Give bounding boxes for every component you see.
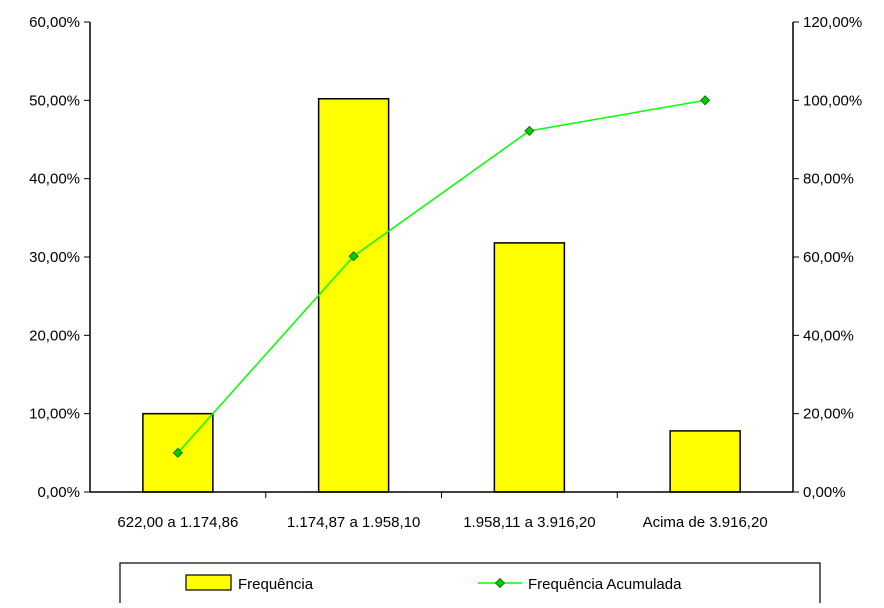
legend-label-line: Frequência Acumulada — [528, 576, 682, 593]
bar-series — [142, 98, 741, 493]
axes — [89, 22, 794, 498]
right-tick-label: 100,00% — [803, 92, 862, 109]
left-tick-label: 30,00% — [29, 249, 80, 266]
legend-label-bar: Frequência — [238, 576, 314, 593]
x-tick-label: Acima de 3.916,20 — [643, 514, 768, 531]
cumulative-point — [348, 251, 359, 262]
cumulative-point — [700, 95, 711, 106]
cumulative-point — [524, 125, 535, 136]
legend-swatch-marker — [494, 577, 506, 589]
left-tick-label: 60,00% — [29, 14, 80, 31]
x-axis-labels: 622,00 a 1.174,86 1.174,87 a 1.958,10 1.95… — [117, 514, 767, 531]
right-axis-ticks: 0,00% 20,00% 40,00% 60,00% 80,00% 100,00% 120,… — [793, 14, 862, 501]
right-tick-label: 0,00% — [803, 484, 846, 501]
x-tick-label: 622,00 a 1.174,86 — [117, 514, 238, 531]
bar — [493, 242, 566, 493]
left-axis-ticks: 0,00% 10,00% 20,00% 30,00% 40,00% 50,00% 60,00… — [29, 14, 90, 501]
left-tick-label: 40,00% — [29, 171, 80, 188]
legend-box — [119, 562, 821, 608]
left-tick-label: 50,00% — [29, 92, 80, 109]
cumulative-line — [177, 99, 706, 454]
right-tick-label: 60,00% — [803, 249, 854, 266]
right-tick-label: 80,00% — [803, 171, 854, 188]
legend: Frequência Frequência Acumulada — [119, 562, 821, 608]
right-tick-label: 120,00% — [803, 14, 862, 31]
x-tick-label: 1.958,11 a 3.916,20 — [463, 514, 595, 531]
right-tick-label: 20,00% — [803, 406, 854, 423]
left-tick-label: 0,00% — [37, 484, 80, 501]
right-tick-label: 40,00% — [803, 327, 854, 344]
left-tick-label: 20,00% — [29, 327, 80, 344]
bar — [669, 430, 741, 493]
left-tick-label: 10,00% — [29, 406, 80, 423]
bar — [317, 98, 390, 493]
legend-swatch-bar — [185, 574, 232, 591]
cumulative-point — [172, 447, 183, 458]
x-tick-label: 1.174,87 a 1.958,10 — [287, 514, 420, 531]
line-series — [172, 95, 711, 458]
